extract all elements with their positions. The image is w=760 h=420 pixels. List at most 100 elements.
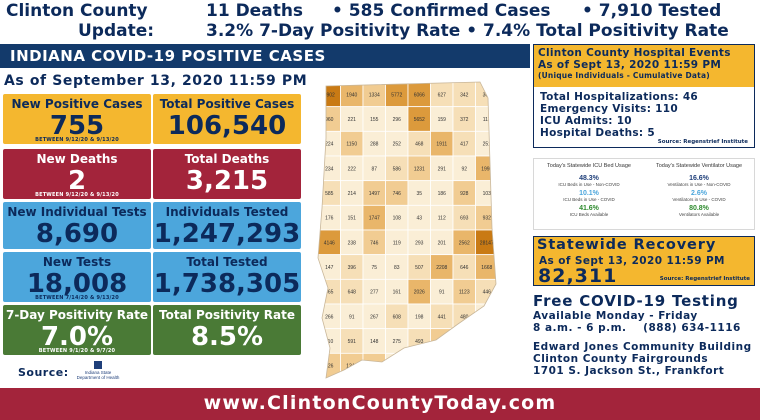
county-region: [475, 352, 496, 378]
card-label: Individuals Tested: [165, 205, 289, 219]
county-count-label: 113: [483, 117, 491, 123]
county-count-label: 161: [393, 290, 402, 296]
card-total-deaths: Total Deaths 3,215: [153, 149, 301, 199]
recovery-value: 82,311: [538, 265, 618, 287]
county-count-label: 176: [325, 216, 334, 222]
hospital-line: Emergency Visits: 110: [540, 103, 678, 115]
county-count-label: 155: [370, 117, 379, 123]
county-count-label: 646: [460, 265, 469, 271]
county-count-label: 280: [460, 339, 469, 345]
card-value: 1,738,305: [153, 269, 301, 299]
county-count-label: 92: [461, 166, 467, 172]
icu-ventilator-panel: Today's Statewide ICU Bed Usage 48.3% IC…: [533, 158, 755, 230]
county-region: [452, 328, 476, 354]
hospital-lines: Total Hospitalizations: 46 Emergency Vis…: [534, 87, 754, 139]
vent-value: 16.6%: [689, 175, 709, 182]
county-count-label: 441: [438, 314, 447, 320]
county-region: [407, 352, 431, 378]
county-count-label: 591: [348, 339, 357, 345]
county-count-label: 2562: [459, 240, 470, 246]
vent-value: 80.8%: [689, 205, 709, 212]
county-count-label: 396: [348, 265, 357, 271]
county-count-label: 608: [393, 314, 402, 320]
county-count-label: 493: [415, 339, 424, 345]
hospital-line: Total Hospitalizations: 46: [540, 91, 699, 103]
card-label: Total Deaths: [184, 152, 270, 166]
header-confirmed: • 585 Confirmed Cases: [332, 1, 551, 21]
card-label: New Individual Tests: [7, 205, 147, 219]
county-count-label: 1998: [481, 166, 492, 172]
county-count-label: 224: [325, 142, 334, 148]
website-footer-link[interactable]: www.ClintonCountyToday.com: [0, 388, 760, 420]
source-label: Source:: [18, 366, 69, 379]
free-testing-info: Free COVID-19 Testing Available Monday -…: [533, 292, 758, 377]
county-count-label: 238: [348, 240, 357, 246]
county-count-label: 1231: [414, 166, 425, 172]
county-count-label: 87: [371, 166, 377, 172]
svg-text:Indiana State: Indiana State: [85, 370, 112, 375]
ventilator-column: Today's Statewide Ventilator Usage 16.6%…: [646, 163, 752, 220]
county-count-label: 446: [483, 290, 492, 296]
county-count-label: 586: [393, 166, 402, 172]
county-count-label: 1123: [459, 290, 470, 296]
header-tested: • 7,910 Tested: [582, 1, 722, 21]
testing-hours-phone: 8 a.m. - 6 p.m. (888) 634-1116: [533, 322, 758, 334]
county-count-label: 1747: [369, 216, 380, 222]
recovery-as-of: As of Sept 13, 2020 11:59 PM: [539, 255, 725, 267]
icu-value: 41.6%: [579, 205, 599, 212]
county-region: [430, 328, 454, 354]
hospital-note: (Unique Individuals - Cumulative Data): [538, 71, 710, 80]
county-count-label: 198: [415, 314, 424, 320]
hospital-header: Clinton County Hospital Events As of Sep…: [534, 45, 754, 87]
vent-desc: Ventilators in Use - COVID: [672, 197, 726, 202]
county-region: [385, 352, 409, 378]
county-count-label: 293: [415, 240, 424, 246]
county-count-label: 726: [325, 364, 334, 370]
testing-days: Available Monday - Friday: [533, 310, 698, 322]
vent-value: 2.6%: [691, 190, 707, 197]
hospital-line: ICU Admits: 10: [540, 115, 632, 127]
header-county: Clinton County: [6, 1, 148, 21]
county-count-label: 468: [415, 142, 424, 148]
county-count-label: 35: [416, 191, 422, 197]
county-count-label: 417: [460, 142, 469, 148]
county-count-label: 108: [393, 216, 402, 222]
card-value: 1,247,293: [153, 219, 301, 249]
card-label: Total Tested: [186, 255, 268, 269]
county-count-label: 251: [483, 142, 492, 148]
county-count-label: 507: [415, 265, 424, 271]
county-count-label: 28147: [480, 240, 494, 246]
county-count-label: 296: [393, 117, 402, 123]
county-count-label: 372: [460, 117, 469, 123]
card-label: New Positive Cases: [11, 97, 143, 111]
statewide-recovery-panel: Statewide Recovery As of Sept 13, 2020 1…: [533, 236, 755, 287]
card-value: 18,008: [26, 269, 128, 299]
county-count-label: 1150: [346, 142, 357, 148]
county-count-label: 2208: [436, 265, 447, 271]
isdh-logo: Indiana State Department of Health: [77, 361, 120, 380]
county-count-label: 1295: [369, 364, 380, 370]
county-count-label: 480: [460, 314, 469, 320]
card-total-tested: Total Tested 1,738,305: [153, 252, 301, 302]
county-region: [475, 82, 496, 108]
county-count-label: 342: [460, 92, 469, 98]
recovery-source: Source: Regenstrief Institute: [659, 276, 750, 282]
county-count-label: 288: [370, 142, 379, 148]
county-count-label: 277: [370, 290, 379, 296]
card-value: 3,215: [185, 166, 269, 196]
county-count-label: 186: [438, 191, 447, 197]
county-count-label: 928: [460, 191, 469, 197]
hospital-as-of: As of Sept 13, 2020 11:59 PM: [538, 59, 722, 71]
county-count-label: 151: [348, 216, 357, 222]
county-count-label: 293: [483, 364, 492, 370]
svg-text:Department of Health: Department of Health: [77, 375, 120, 380]
hospital-events-panel: Clinton County Hospital Events As of Sep…: [533, 44, 755, 148]
card-new-tests: New Tests 18,008 BETWEEN 7/14/20 & 9/13/…: [3, 252, 151, 302]
county-count-label: 112: [438, 216, 446, 222]
county-count-label: 234: [325, 166, 334, 172]
county-count-label: 4146: [324, 240, 335, 246]
county-count-label: 722: [438, 339, 447, 345]
county-count-label: 9902: [324, 92, 335, 98]
county-count-label: 295: [483, 314, 492, 320]
county-count-label: 746: [370, 240, 379, 246]
